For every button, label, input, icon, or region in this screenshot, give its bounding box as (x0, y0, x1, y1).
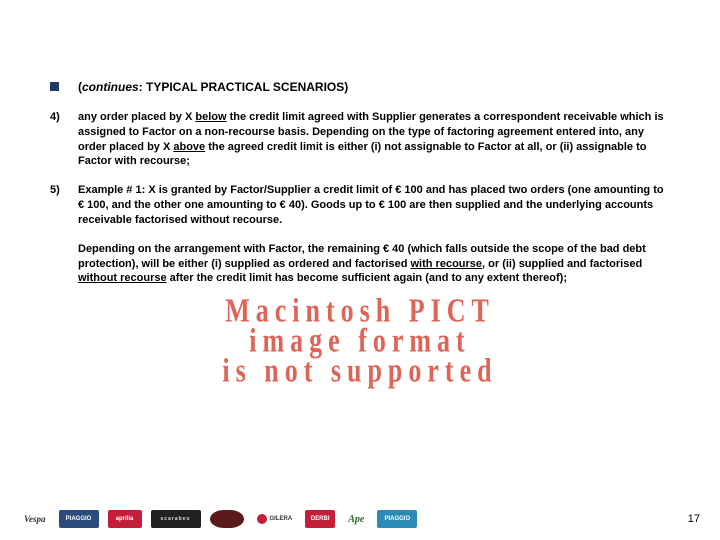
logo-piaggio: PIAGGIO (59, 510, 99, 528)
item-4: 4) any order placed by X below the credi… (50, 110, 670, 169)
item-5-text: Example # 1: X is granted by Factor/Supp… (78, 183, 670, 228)
item-4-u1: below (195, 111, 226, 123)
sub-post: after the credit limit has become suffic… (167, 272, 567, 284)
item-5-sub-text: Depending on the arrangement with Factor… (78, 242, 670, 287)
logo-vespa: Vespa (20, 510, 50, 528)
item-4-pre: any order placed by X (78, 111, 195, 123)
logo-scarabeo: scarabeo (151, 510, 201, 528)
item-4-text: any order placed by X below the credit l… (78, 110, 670, 169)
logo-derbi: DERBI (305, 510, 335, 528)
item-4-u2: above (173, 141, 205, 153)
logo-piaggio-veicoli: PIAGGIO (377, 510, 417, 528)
item-4-marker: 4) (50, 110, 78, 169)
title-text: (continues: TYPICAL PRACTICAL SCENARIOS) (78, 80, 348, 96)
title-rest: : TYPICAL PRACTICAL SCENARIOS) (139, 80, 349, 94)
pict-line-3: is not supported (50, 352, 670, 391)
logo-ape: Ape (344, 510, 368, 528)
sub-u2: without recourse (78, 272, 167, 284)
title-row: (continues: TYPICAL PRACTICAL SCENARIOS) (50, 80, 670, 96)
item-5: 5) Example # 1: X is granted by Factor/S… (50, 183, 670, 228)
footer: Vespa PIAGGIO aprilia scarabeo GILERA DE… (0, 510, 720, 528)
logo-aprilia: aprilia (108, 510, 142, 528)
title-bullet (50, 80, 78, 96)
logo-gilera: GILERA (253, 510, 297, 528)
page-number: 17 (688, 513, 700, 525)
sub-u1: with recourse (411, 258, 483, 270)
item-5-sub: Depending on the arrangement with Factor… (78, 242, 670, 287)
sub-mid: , or (ii) supplied and factorised (482, 258, 642, 270)
pict-placeholder: Macintosh PICT image format is not suppo… (50, 296, 670, 386)
title-italic: continues (82, 80, 139, 94)
logo-motoguzzi (210, 510, 244, 528)
slide-content: (continues: TYPICAL PRACTICAL SCENARIOS)… (0, 0, 720, 386)
item-5-marker: 5) (50, 183, 78, 228)
logo-strip: Vespa PIAGGIO aprilia scarabeo GILERA DE… (20, 510, 417, 528)
